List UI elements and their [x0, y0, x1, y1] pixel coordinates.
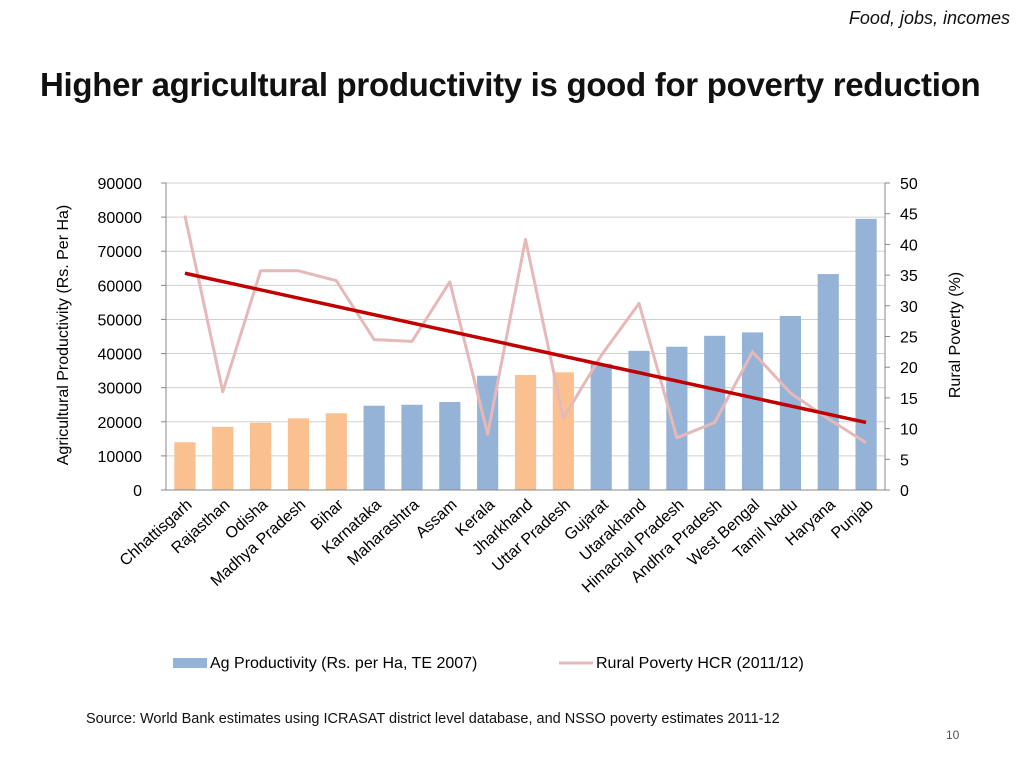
bar-karnataka [363, 405, 385, 490]
legend-swatch-bar [173, 658, 207, 668]
right-axis-ticks: 0 5 10 15 20 25 30 35 40 45 50 [885, 176, 918, 500]
rural-poverty-line [183, 215, 867, 444]
left-tick-label: 20000 [98, 415, 143, 432]
line-series [183, 215, 867, 444]
bar-jharkhand [514, 375, 537, 490]
chart-legend: Ag Productivity (Rs. per Ha, TE 2007) Ru… [173, 655, 804, 672]
bar-bihar [325, 413, 347, 490]
bar-maharashtra [401, 404, 423, 490]
legend-label-line: Rural Poverty HCR (2011/12) [596, 655, 804, 672]
right-tick-label: 15 [900, 391, 918, 408]
bar-odisha [250, 422, 272, 490]
bar-andhra-pradesh [704, 335, 726, 490]
left-tick-label: 80000 [98, 210, 143, 227]
left-tick-label: 70000 [98, 244, 143, 261]
bar-tamil-nadu [779, 316, 801, 490]
right-tick-label: 40 [900, 237, 918, 254]
right-tick-label: 20 [900, 360, 918, 377]
right-tick-label: 10 [900, 422, 918, 439]
right-tick-label: 5 [900, 452, 909, 469]
category-label: Assam [413, 496, 461, 541]
right-tick-label: 25 [900, 330, 918, 347]
bar-madhya-pradesh [287, 418, 310, 490]
bar-west-bengal [741, 332, 764, 490]
left-axis-ticks: 0 10000 20000 30000 40000 50000 60000 70000 8000… [98, 176, 166, 500]
left-tick-label: 90000 [98, 176, 143, 193]
source-note: Source: World Bank estimates using ICRAS… [86, 711, 780, 727]
left-tick-label: 0 [133, 483, 142, 500]
poverty-trend-line [184, 271, 867, 425]
right-tick-label: 0 [900, 483, 909, 500]
left-tick-label: 40000 [98, 347, 143, 364]
bar-rajasthan [212, 426, 234, 490]
bar-punjab [855, 218, 877, 491]
right-tick-label: 50 [900, 176, 918, 193]
bar-assam [439, 401, 461, 490]
slide-title: Higher agricultural productivity is good… [40, 66, 981, 103]
right-tick-label: 30 [900, 299, 918, 316]
left-axis-title: Agricultural Productivity (Rs. Per Ha) [55, 205, 72, 466]
bar-utarakhand [628, 350, 650, 490]
left-tick-label: 10000 [98, 449, 143, 466]
bar-uttar-pradesh [552, 372, 574, 490]
bar-series [174, 218, 877, 491]
bar-gujarat [590, 363, 612, 490]
right-tick-label: 45 [900, 207, 918, 224]
bar-haryana [817, 274, 839, 490]
right-axis-title: Rural Poverty (%) [947, 272, 964, 398]
bar-chhattisgarh [174, 442, 196, 490]
category-label: Punjab [828, 496, 876, 542]
right-tick-label: 35 [900, 268, 918, 285]
bar-himachal-pradesh [666, 346, 688, 490]
slide-tag: Food, jobs, incomes [848, 8, 1010, 28]
left-tick-label: 30000 [98, 381, 143, 398]
left-tick-label: 50000 [98, 312, 143, 329]
legend-label-bar: Ag Productivity (Rs. per Ha, TE 2007) [210, 655, 477, 672]
left-tick-label: 60000 [98, 278, 143, 295]
page-number: 10 [946, 728, 960, 742]
